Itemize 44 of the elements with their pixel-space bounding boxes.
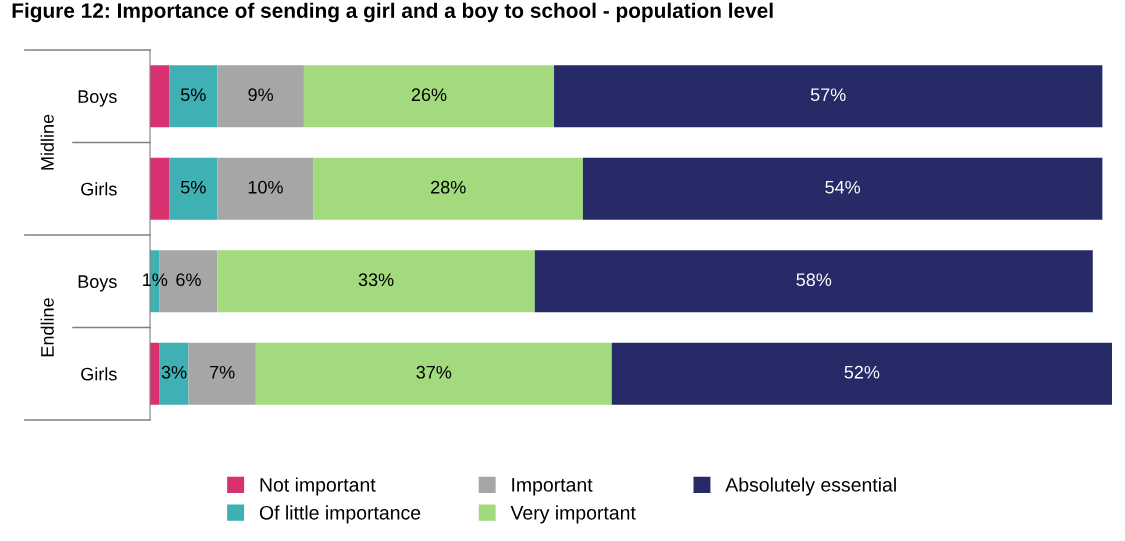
bar — [150, 65, 170, 128]
data-label: 28% — [431, 180, 466, 194]
text: Midline — [40, 114, 54, 170]
bar — [217, 65, 304, 128]
legend-label: Important — [512, 478, 593, 496]
bar — [255, 342, 612, 405]
bar — [159, 342, 189, 405]
chart-title: Figure 12: Importance of sending a girl and a boy to school - population level — [12, 2, 773, 23]
data-label: 3% — [161, 365, 187, 379]
bar — [150, 157, 170, 220]
data-label: 52% — [844, 365, 880, 379]
y-tick-label: Girls — [81, 367, 117, 381]
legend-label: Absolutely essential — [725, 477, 896, 496]
y-tick-label: Girls — [81, 182, 117, 196]
bar — [150, 342, 160, 405]
data-label: 37% — [416, 365, 452, 379]
legend-label: Very important — [510, 505, 636, 524]
data-label: 58% — [796, 273, 832, 287]
data-label: 10% — [248, 180, 283, 194]
data-label: 54% — [825, 180, 861, 194]
y-tick-label: Boys — [78, 90, 117, 107]
y-tick-label: Boys — [78, 275, 117, 292]
text: Endline — [40, 298, 54, 357]
bar — [582, 157, 1103, 220]
bar — [217, 250, 535, 313]
bar — [169, 65, 218, 128]
bar — [313, 157, 583, 220]
data-label: 7% — [210, 365, 235, 379]
bar — [217, 157, 314, 220]
data-label: 26% — [411, 88, 447, 102]
bar — [169, 157, 218, 220]
data-label: 33% — [358, 273, 394, 287]
legend-label: Of little importance — [259, 505, 421, 524]
bar — [188, 342, 256, 405]
bar — [303, 65, 555, 128]
data-label: 5% — [180, 180, 206, 194]
bar — [554, 65, 1103, 128]
data-label: 5% — [180, 88, 206, 102]
bar — [611, 342, 1112, 405]
data-label: 6% — [176, 273, 201, 287]
data-label: 57% — [810, 88, 846, 102]
bar — [534, 250, 1093, 313]
legend-label: Not important — [260, 477, 376, 496]
data-label: 9% — [248, 88, 274, 102]
